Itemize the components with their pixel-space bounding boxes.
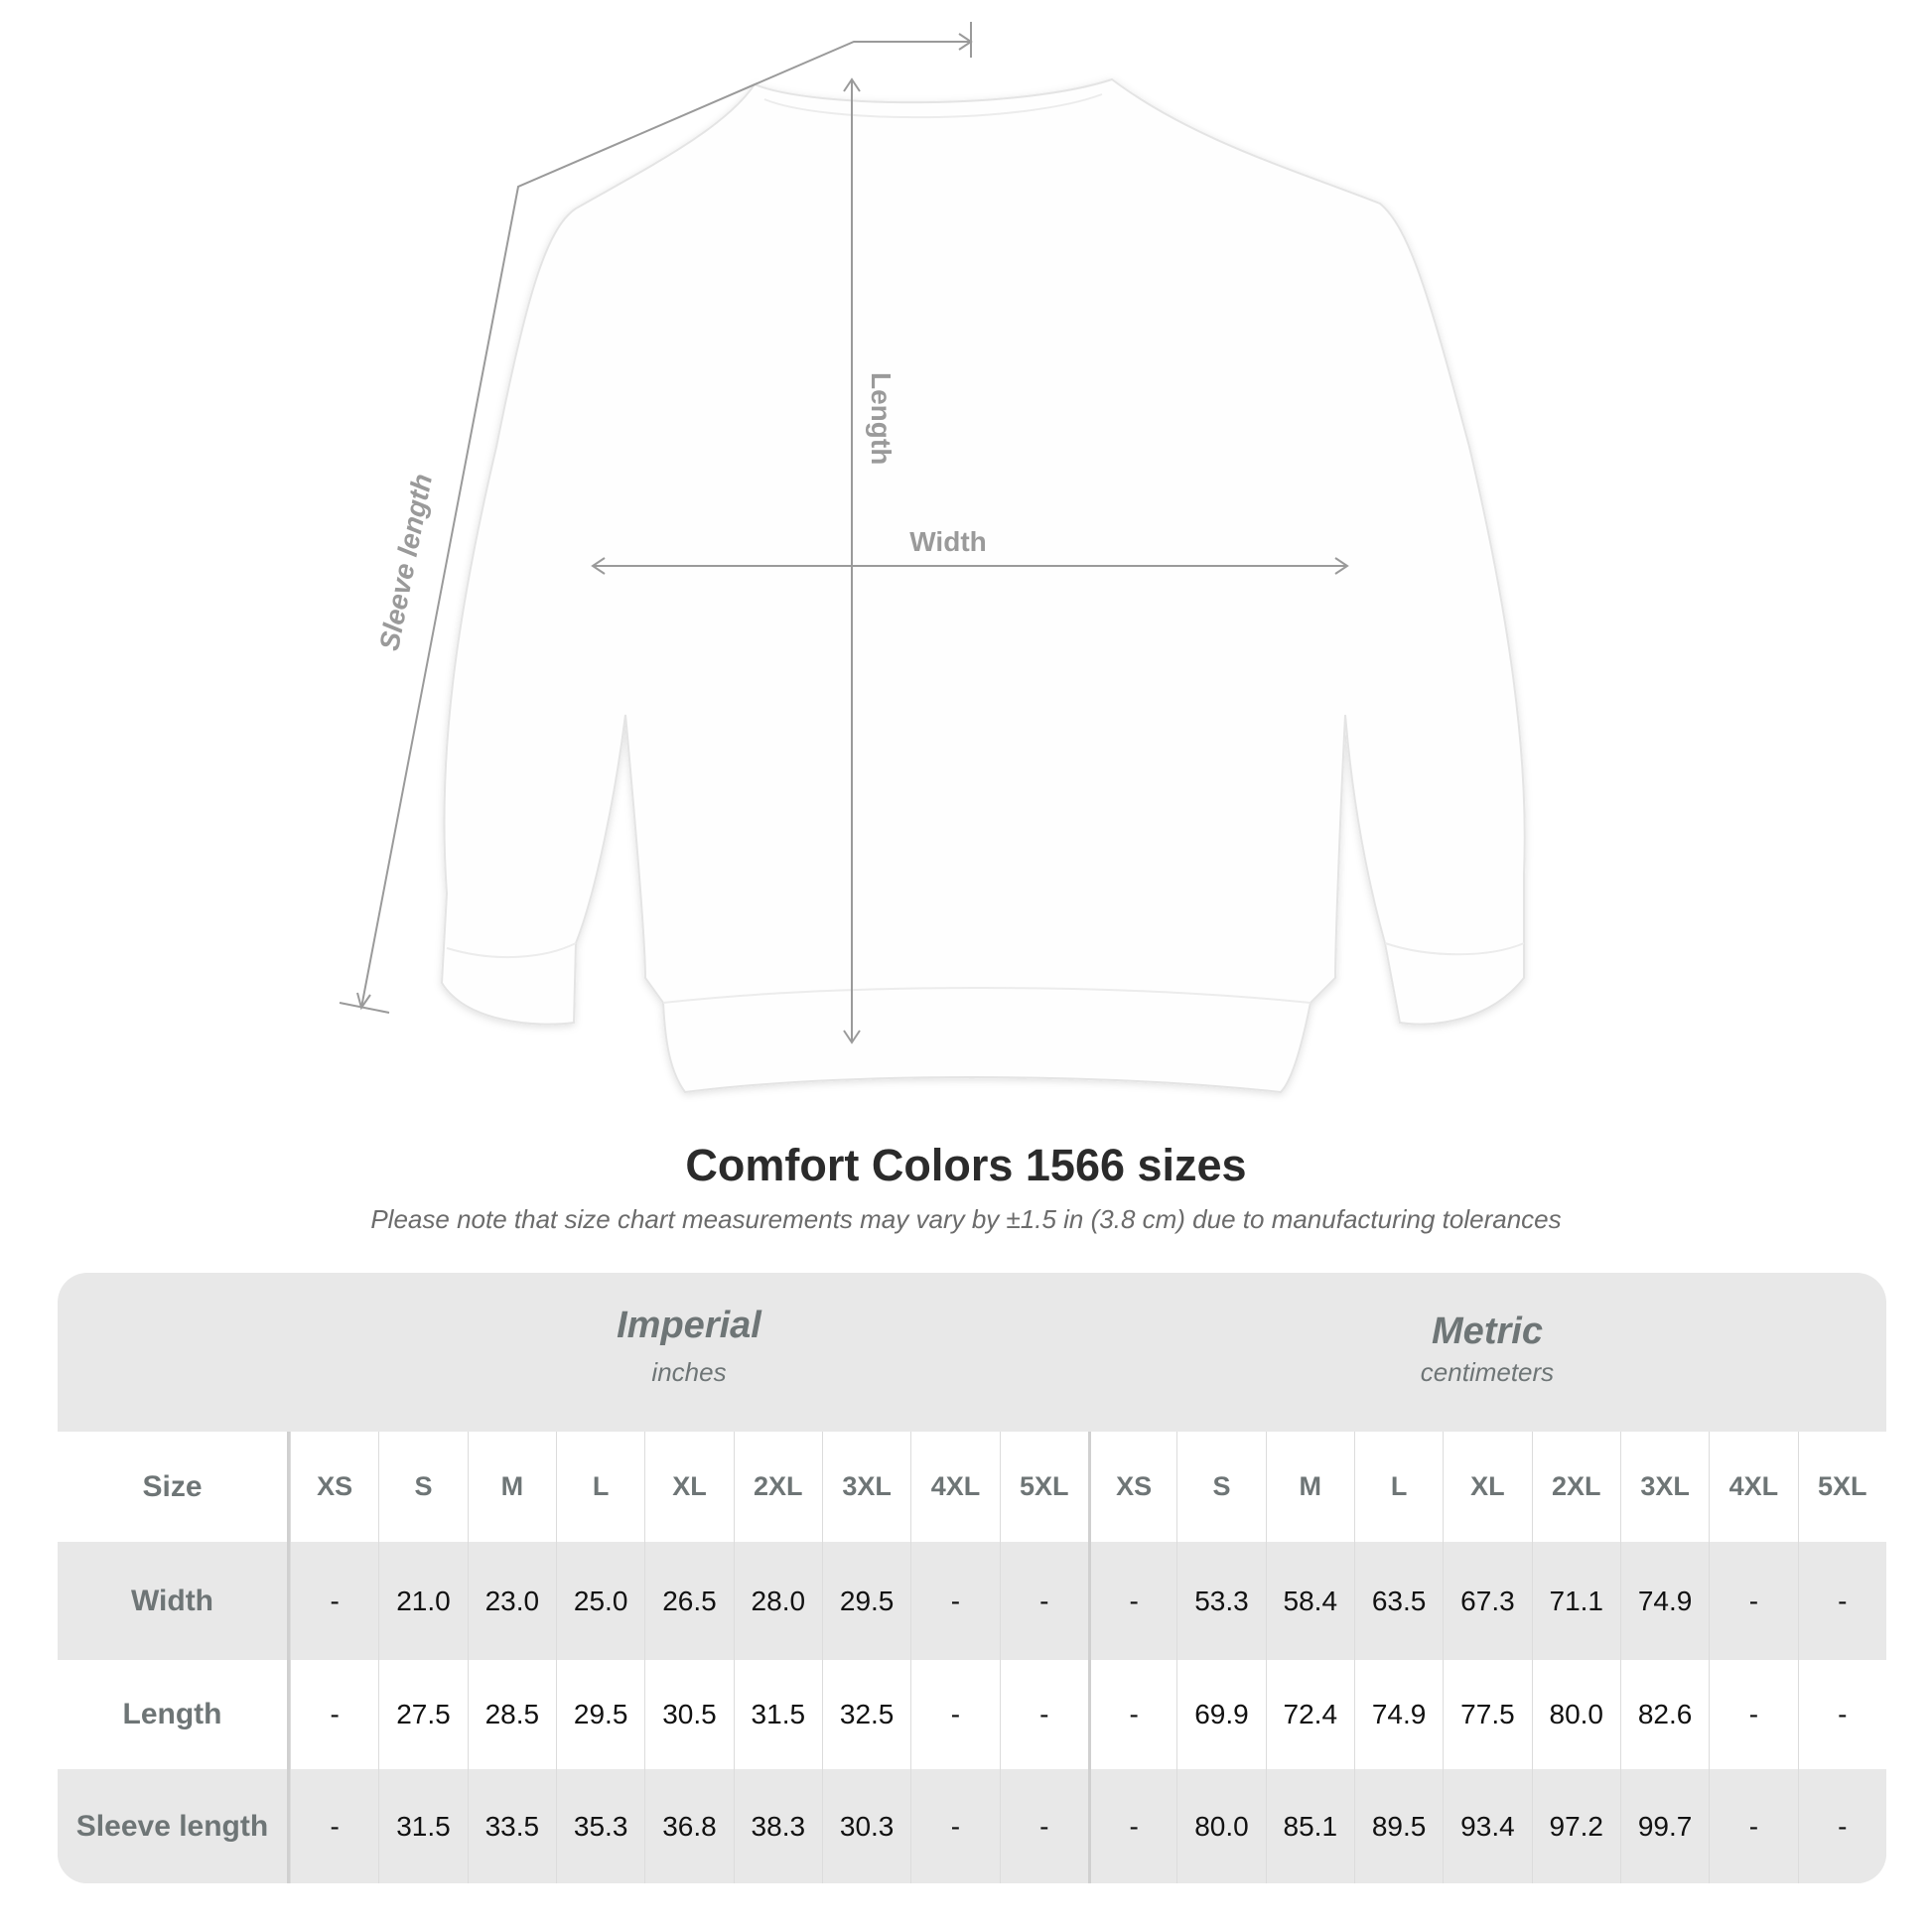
table-cell: 32.5 — [821, 1660, 910, 1769]
table-cell: 31.5 — [733, 1660, 822, 1769]
table-cell: 80.0 — [1176, 1769, 1265, 1883]
sweatshirt-illustration — [440, 77, 1526, 1094]
size-header-cell: 2XL — [1531, 1432, 1620, 1542]
size-label: Size — [58, 1432, 290, 1542]
table-cell: 74.9 — [1353, 1660, 1443, 1769]
table-cell: - — [910, 1660, 999, 1769]
metric-title: Metric — [1432, 1311, 1543, 1352]
table-cell: - — [1709, 1660, 1797, 1769]
size-table: Imperial inches Metric centimeters Size … — [58, 1273, 1886, 1883]
imperial-title: Imperial — [617, 1305, 761, 1346]
table-cell: 97.2 — [1531, 1769, 1620, 1883]
table-cell: - — [1797, 1542, 1886, 1660]
size-header-cell: M — [1265, 1432, 1354, 1542]
table-cell: - — [910, 1542, 999, 1660]
metric-unit: centimeters — [1420, 1357, 1555, 1387]
table-cell: 31.5 — [378, 1769, 467, 1883]
table-cell: 25.0 — [555, 1542, 644, 1660]
table-cell: 99.7 — [1619, 1769, 1709, 1883]
size-header-cell: L — [1353, 1432, 1443, 1542]
table-row: Sleeve length -31.5 33.5 35.3 36.8 38.3 30.3- -… — [58, 1769, 1886, 1883]
length-arrow-top — [843, 77, 861, 92]
chart-title: Comfort Colors 1566 sizes — [685, 1140, 1247, 1190]
sleeve-length-label: Sleeve length — [373, 472, 438, 653]
size-header-cell: XS — [290, 1432, 378, 1542]
table-cell: 29.5 — [821, 1542, 910, 1660]
width-label: Width — [909, 526, 987, 557]
table-cell: 35.3 — [555, 1769, 644, 1883]
size-header-cell: 4XL — [910, 1432, 999, 1542]
table-cell: 21.0 — [378, 1542, 467, 1660]
table-cell: 58.4 — [1265, 1542, 1354, 1660]
metric-header: Metric centimeters — [1088, 1311, 1886, 1388]
table-cell: 29.5 — [555, 1660, 644, 1769]
table-cell: - — [999, 1542, 1088, 1660]
table-cell: 23.0 — [467, 1542, 556, 1660]
table-cell: 30.5 — [644, 1660, 733, 1769]
width-arrow-left — [591, 557, 606, 575]
size-header-row: Size XS S M L XL 2XL 3XL 4XL 5XL XS S M L XL 2XL 3XL 4XL… — [58, 1432, 1886, 1542]
table-cell: 80.0 — [1531, 1660, 1620, 1769]
sweatshirt-diagram: Length Width Sleeve length — [339, 22, 1526, 1094]
length-label: Length — [866, 372, 897, 465]
table-cell: 28.0 — [733, 1542, 822, 1660]
table-cell: - — [910, 1769, 999, 1883]
table-cell: 36.8 — [644, 1769, 733, 1883]
table-cell: 71.1 — [1531, 1542, 1620, 1660]
size-header-cell: 2XL — [733, 1432, 822, 1542]
table-cell: - — [290, 1769, 378, 1883]
imperial-unit: inches — [651, 1357, 727, 1387]
table-cell: 28.5 — [467, 1660, 556, 1769]
table-cell: - — [1087, 1769, 1176, 1883]
table-cell: 89.5 — [1353, 1769, 1443, 1883]
sleeve-line — [360, 41, 971, 1009]
size-header-cell: XL — [1443, 1432, 1531, 1542]
size-header-cell: 3XL — [1619, 1432, 1709, 1542]
table-cell: 77.5 — [1443, 1660, 1531, 1769]
table-row: Width -21.0 23.0 25.0 26.5 28.0 29.5- - -53.3 58.… — [58, 1542, 1886, 1660]
table-cell: 33.5 — [467, 1769, 556, 1883]
width-arrow-right — [1334, 557, 1349, 575]
table-cell: 63.5 — [1353, 1542, 1443, 1660]
table-cell: - — [1797, 1769, 1886, 1883]
table-cell: 30.3 — [821, 1769, 910, 1883]
size-header-cell: 3XL — [821, 1432, 910, 1542]
table-cell: - — [1709, 1542, 1797, 1660]
length-arrow-bottom — [843, 1030, 861, 1044]
table-cell: 27.5 — [378, 1660, 467, 1769]
size-header-cell: L — [555, 1432, 644, 1542]
table-cell: - — [1087, 1660, 1176, 1769]
table-cell: - — [999, 1769, 1088, 1883]
size-header-cell: XS — [1087, 1432, 1176, 1542]
row-label: Length — [58, 1660, 290, 1769]
row-label: Sleeve length — [58, 1769, 290, 1883]
table-cell: 72.4 — [1265, 1660, 1354, 1769]
size-header-cell: XL — [644, 1432, 733, 1542]
table-cell: 85.1 — [1265, 1769, 1354, 1883]
table-cell: 82.6 — [1619, 1660, 1709, 1769]
table-cell: - — [999, 1660, 1088, 1769]
table-cell: 53.3 — [1176, 1542, 1265, 1660]
size-header-cell: 4XL — [1709, 1432, 1797, 1542]
table-cell: 67.3 — [1443, 1542, 1531, 1660]
size-header-cell: 5XL — [999, 1432, 1088, 1542]
table-cell: 26.5 — [644, 1542, 733, 1660]
table-cell: 93.4 — [1443, 1769, 1531, 1883]
tolerance-note: Please note that size chart measurements… — [370, 1204, 1562, 1234]
table-row: Length -27.5 28.5 29.5 30.5 31.5 32.5- - -69.9 72… — [58, 1660, 1886, 1769]
row-label: Width — [58, 1542, 290, 1660]
size-header-cell: S — [1176, 1432, 1265, 1542]
table-cell: - — [1797, 1660, 1886, 1769]
table-cell: - — [290, 1542, 378, 1660]
table-cell: - — [1709, 1769, 1797, 1883]
table-cell: 69.9 — [1176, 1660, 1265, 1769]
table-cell: - — [290, 1660, 378, 1769]
size-header-cell: S — [378, 1432, 467, 1542]
table-cell: 38.3 — [733, 1769, 822, 1883]
size-header-cell: 5XL — [1797, 1432, 1886, 1542]
imperial-header: Imperial inches — [290, 1305, 1088, 1388]
table-cell: - — [1087, 1542, 1176, 1660]
size-header-cell: M — [467, 1432, 556, 1542]
table-cell: 74.9 — [1619, 1542, 1709, 1660]
